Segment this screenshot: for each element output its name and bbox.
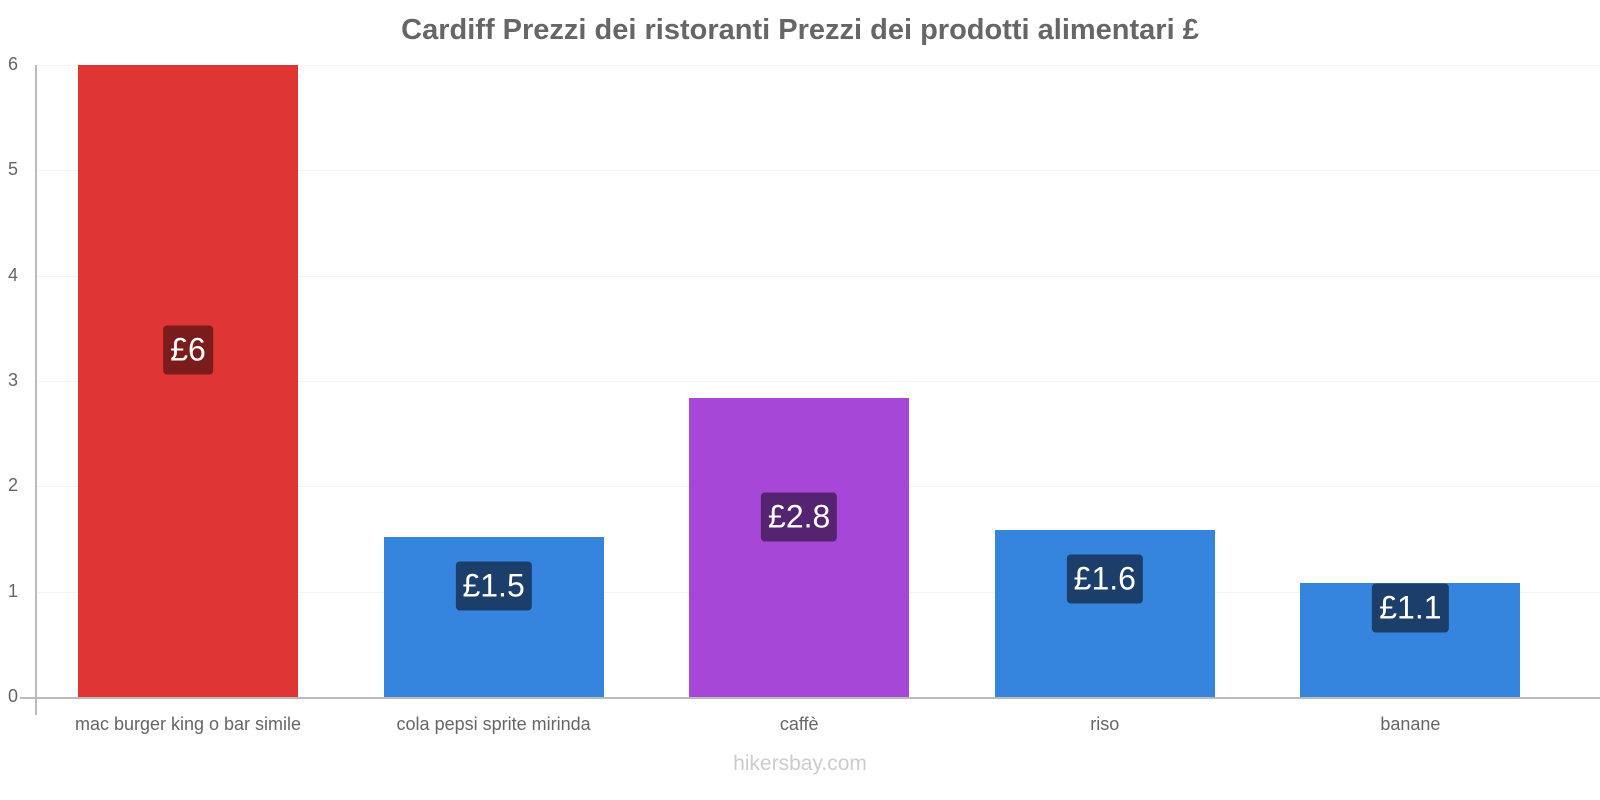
- value-label: £6: [163, 325, 213, 375]
- watermark: hikersbay.com: [733, 752, 867, 775]
- x-tick-label: caffè: [779, 714, 819, 734]
- y-tick-label: 4: [8, 264, 19, 285]
- chart-title: Cardiff Prezzi dei ristoranti Prezzi dei…: [401, 14, 1199, 46]
- y-tick-label: 1: [8, 580, 19, 601]
- gridline: [36, 275, 1600, 277]
- x-tick-label: mac burger king o bar simile: [74, 714, 302, 734]
- value-label: £1.1: [1372, 583, 1449, 633]
- y-tick-label: 3: [8, 370, 19, 390]
- y-tick-label: 6: [8, 54, 19, 74]
- bar[interactable]: [689, 397, 910, 697]
- bar[interactable]: [78, 65, 298, 697]
- value-label: £1.5: [455, 561, 532, 611]
- gridline: [36, 65, 1600, 66]
- y-tick-label: 2: [8, 475, 19, 496]
- gridline: [36, 381, 1600, 382]
- x-tick-label: cola pepsi sprite mirinda: [396, 714, 591, 734]
- value-label: £2.8: [761, 492, 838, 542]
- gridline: [36, 170, 1600, 172]
- x-tick-label: banane: [1380, 714, 1441, 734]
- y-tick-label: 0: [8, 686, 19, 706]
- y-tick-label: 5: [8, 159, 19, 180]
- value-label: £1.6: [1066, 554, 1143, 604]
- x-tick-label: riso: [1090, 714, 1120, 734]
- y-axis: [35, 65, 37, 715]
- x-axis: [20, 697, 1600, 699]
